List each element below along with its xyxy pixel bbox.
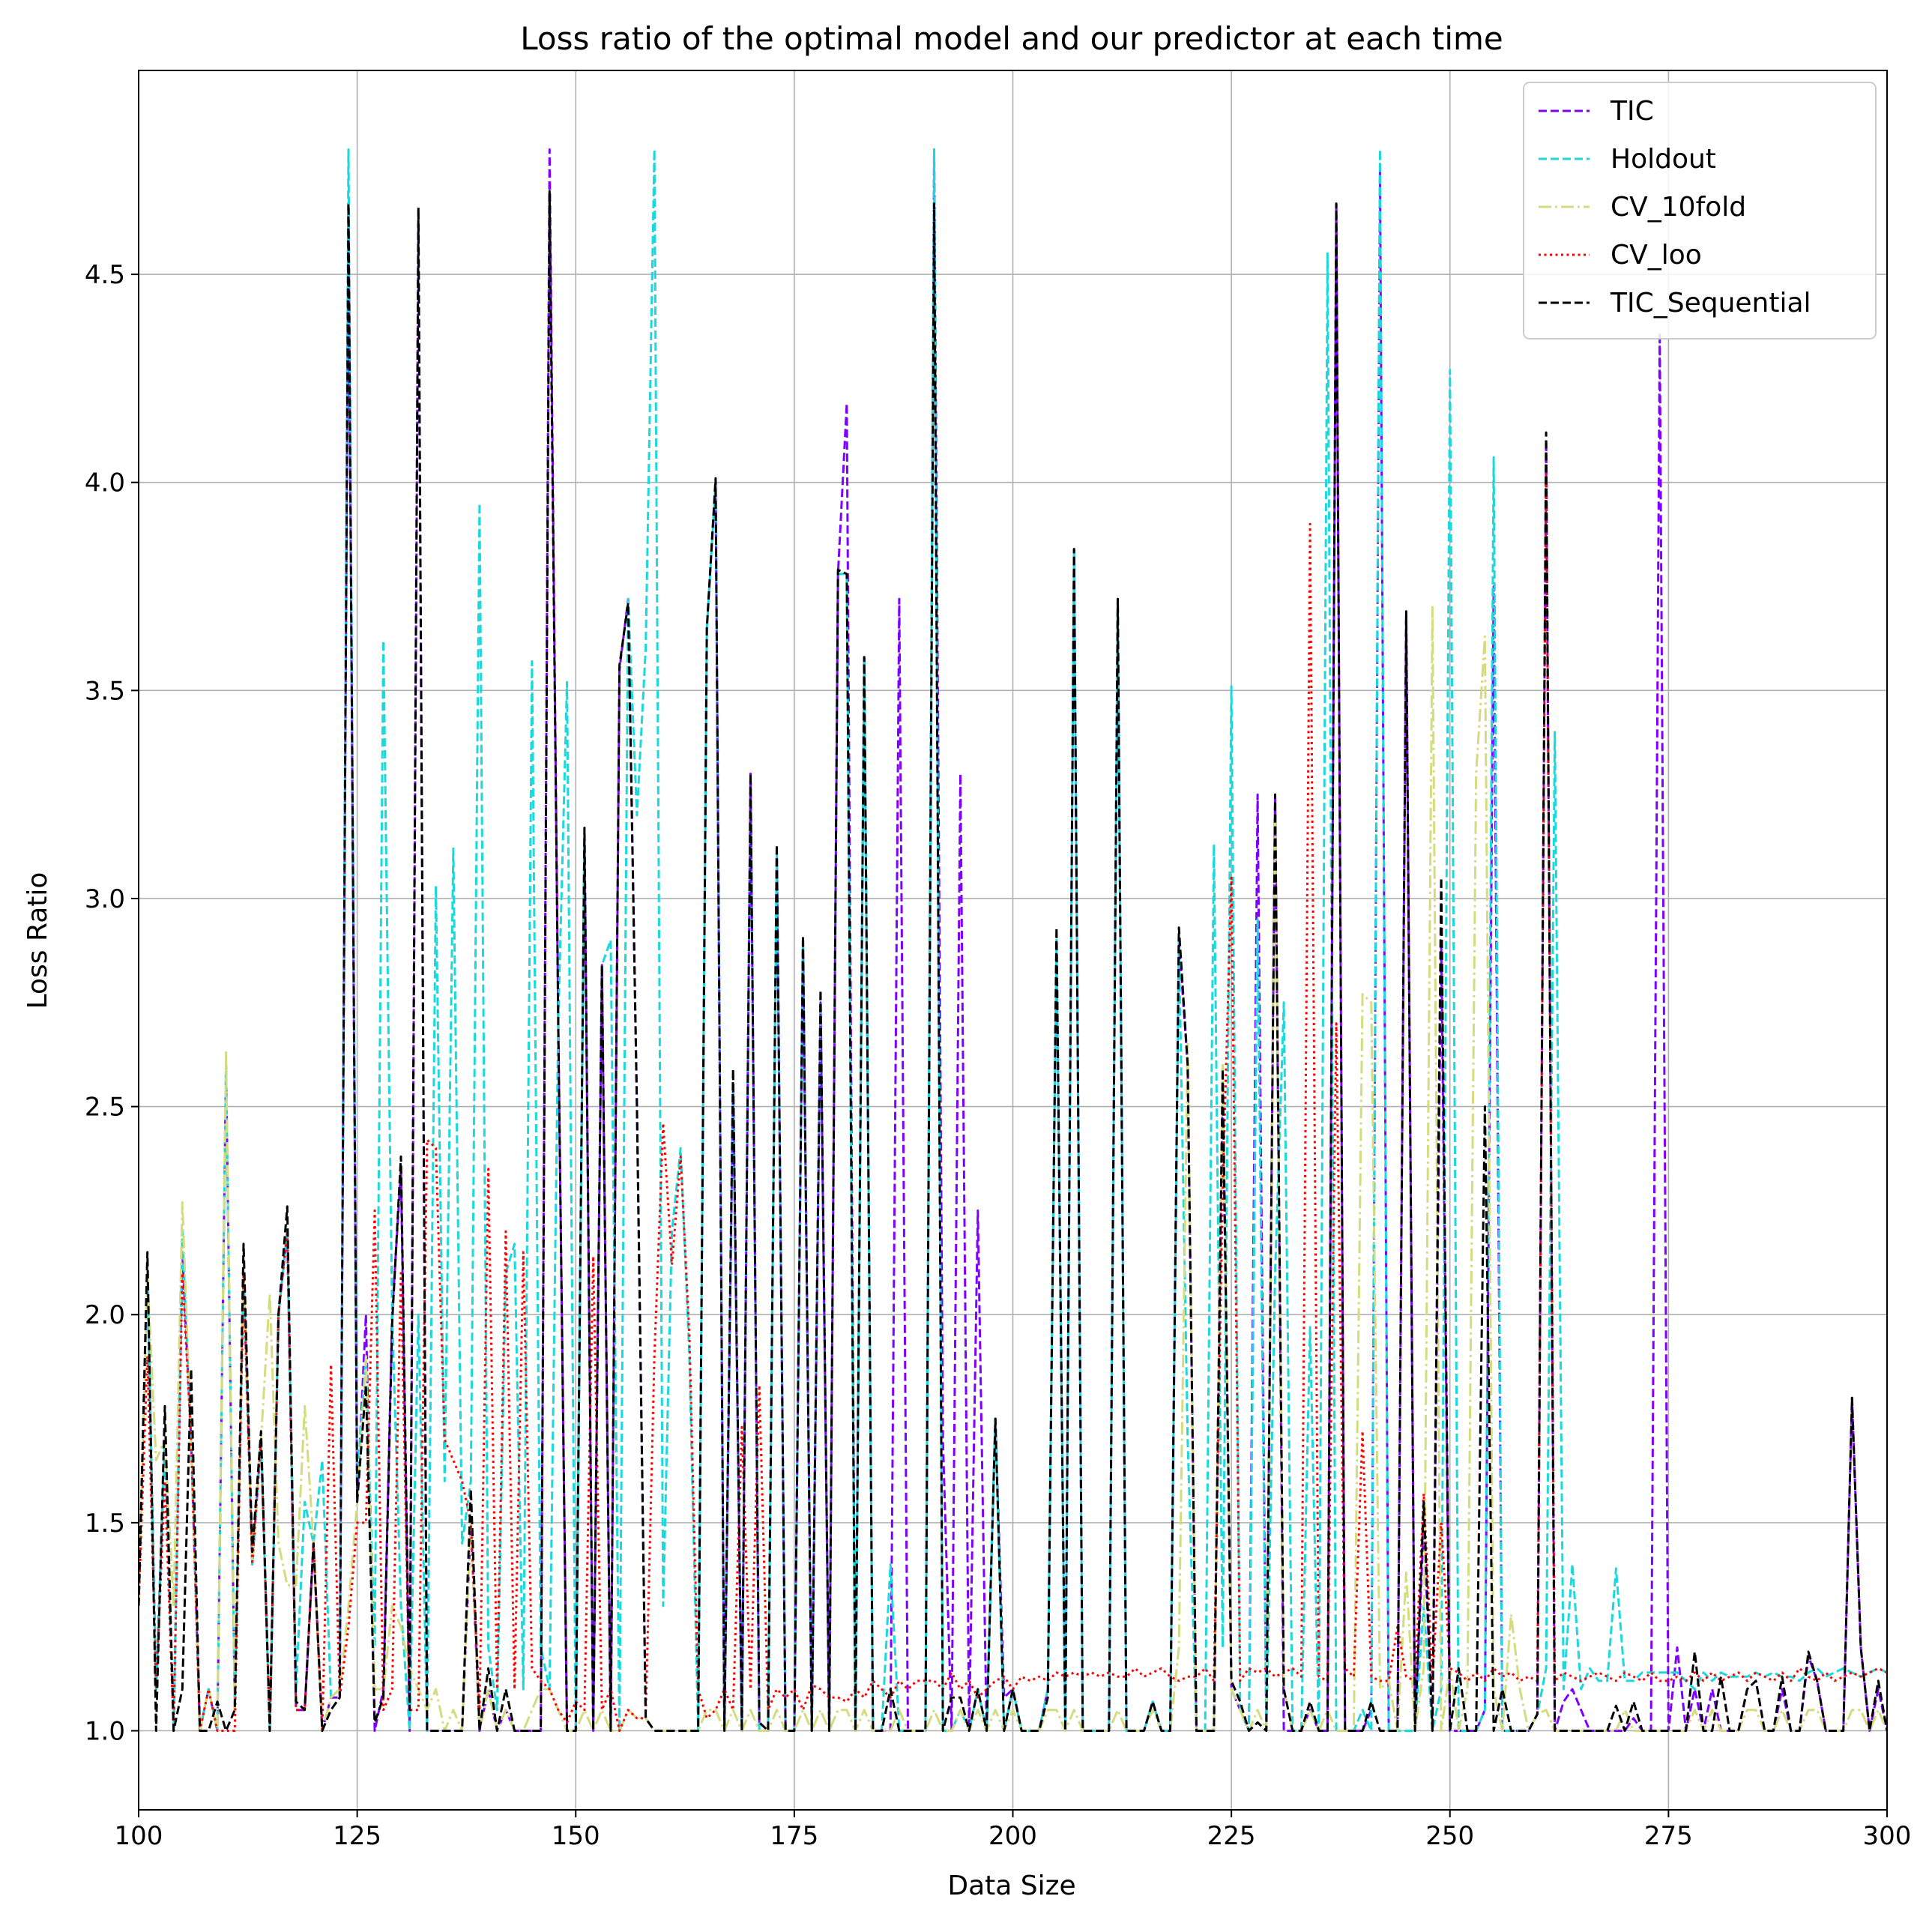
legend-label: TIC_Sequential [1610, 288, 1811, 319]
x-tick-label: 150 [552, 1821, 600, 1851]
y-tick-label: 1.5 [85, 1509, 125, 1539]
y-tick-label: 2.5 [85, 1093, 125, 1123]
legend: TIC Holdout CV_10fold CV_loo TIC_Sequential [1523, 82, 1877, 339]
x-tick-label: 125 [333, 1821, 381, 1851]
y-tick-label: 3.0 [85, 884, 125, 914]
y-axis-title: Loss Ratio [22, 872, 53, 1009]
legend-label: CV_10fold [1610, 192, 1746, 223]
x-tick-label: 200 [988, 1821, 1037, 1851]
legend-label: TIC [1610, 96, 1654, 127]
series-line-cv-loo [139, 473, 1887, 1732]
x-tick-label: 175 [770, 1821, 818, 1851]
y-tick-label: 3.5 [85, 676, 125, 706]
series-line-tic-sequential [139, 190, 1887, 1732]
x-tick-label: 275 [1644, 1821, 1693, 1851]
y-tick-label: 2.0 [85, 1300, 125, 1330]
axis-ticks: 100 125 150 175 200 225 250 275 300 1.0 1.5 2.0 2.5 3… [85, 260, 1912, 1851]
legend-label: CV_loo [1610, 240, 1702, 271]
x-tick-label: 100 [115, 1821, 163, 1851]
x-tick-label: 225 [1207, 1821, 1256, 1851]
y-tick-label: 4.0 [85, 468, 125, 498]
y-tick-label: 1.0 [85, 1717, 125, 1747]
y-tick-label: 4.5 [85, 260, 125, 290]
legend-label: Holdout [1610, 144, 1716, 175]
x-tick-label: 300 [1863, 1821, 1912, 1851]
series-lines [139, 148, 1887, 1732]
x-tick-label: 250 [1425, 1821, 1474, 1851]
chart-title: Loss ratio of the optimal model and our … [520, 20, 1503, 57]
legend-box [1523, 82, 1877, 339]
x-axis-title: Data Size [947, 1871, 1075, 1901]
